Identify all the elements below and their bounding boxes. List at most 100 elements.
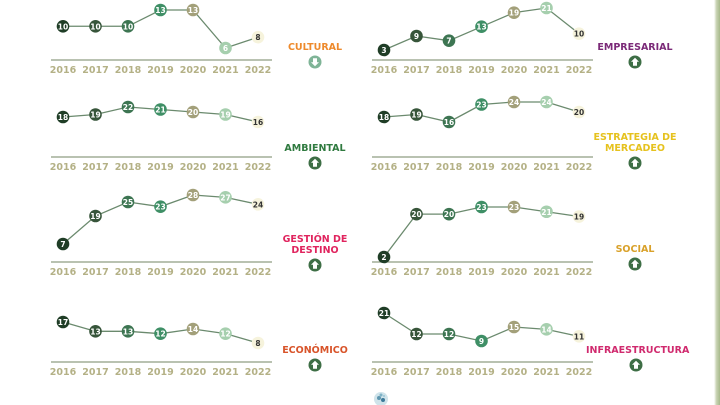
data-point	[121, 195, 135, 209]
data-point	[219, 108, 232, 121]
data-point	[475, 20, 488, 33]
data-point	[442, 34, 456, 47]
year-tick-label: 2016	[371, 367, 398, 378]
year-tick-label: 2018	[115, 267, 142, 278]
data-point	[251, 336, 265, 350]
arrow-up-icon	[628, 55, 642, 69]
data-point-label: 23	[155, 203, 165, 212]
data-point	[154, 3, 167, 17]
year-tick-label: 2018	[436, 162, 463, 173]
data-point	[507, 320, 521, 334]
data-point-label: 28	[188, 191, 198, 200]
data-point	[540, 205, 553, 219]
data-point-label: 16	[253, 118, 263, 127]
year-tick-label: 2020	[501, 367, 528, 378]
year-tick-label: 2016	[371, 162, 398, 173]
data-point	[186, 105, 200, 119]
year-tick-label: 2021	[212, 162, 238, 173]
year-tick-label: 2021	[533, 367, 559, 378]
arrow-up-icon	[629, 358, 643, 372]
year-tick-label: 2018	[115, 162, 142, 173]
data-point-label: 10	[58, 22, 68, 31]
data-point	[89, 325, 102, 338]
data-point	[475, 200, 488, 214]
data-point-label: 12	[444, 330, 454, 339]
year-tick-label: 2018	[436, 65, 463, 76]
data-point-label: 10	[123, 22, 133, 31]
year-tick-label: 2018	[436, 267, 463, 278]
data-point	[154, 327, 167, 340]
data-point-label: 27	[220, 193, 230, 202]
data-point-label: 9	[479, 337, 484, 346]
data-point-label: 13	[155, 6, 165, 15]
year-tick-label: 2019	[468, 65, 494, 76]
category-label: INFRAESTRUCTURA	[586, 345, 690, 356]
data-point	[56, 315, 70, 329]
year-tick-label: 2020	[180, 367, 207, 378]
data-point	[186, 3, 200, 17]
data-point	[377, 250, 391, 264]
year-tick-label: 2022	[245, 162, 271, 173]
year-tick-label: 2021	[212, 267, 238, 278]
data-point	[410, 108, 423, 121]
data-point-label: 3	[381, 46, 386, 55]
year-tick-label: 2019	[147, 65, 173, 76]
data-point-label: 21	[155, 106, 165, 115]
data-point-label: 20	[188, 108, 198, 117]
data-point-label: 19	[90, 111, 100, 120]
year-tick-label: 2016	[50, 267, 77, 278]
data-point	[121, 325, 135, 338]
label-economico: ECONÓMICO	[272, 345, 358, 372]
year-tick-label: 2022	[245, 367, 271, 378]
data-point	[410, 327, 423, 341]
data-point-label: 21	[379, 309, 389, 318]
label-social: SOCIAL	[592, 244, 678, 271]
arrow-up-icon	[628, 156, 642, 170]
year-tick-label: 2018	[115, 367, 142, 378]
year-tick-label: 2016	[371, 65, 398, 76]
arrow-up-icon	[308, 156, 322, 170]
data-point-label: 9	[414, 32, 419, 41]
data-point-label: 19	[411, 111, 421, 120]
data-point-label: 10	[574, 30, 584, 39]
year-tick-label: 2019	[468, 367, 494, 378]
chart-panel-cultural: 2016 2017 2018 2019 2020 2021 2022 10 10 10 13 13 6 8	[0, 0, 720, 80]
data-point-label: 6	[223, 44, 228, 53]
data-point	[89, 19, 102, 33]
data-point-label: 18	[58, 113, 68, 122]
data-point	[219, 191, 232, 204]
data-point	[251, 115, 265, 129]
data-point	[540, 1, 553, 15]
data-point	[507, 6, 521, 19]
label-gestion-destino: GESTIÓN DE DESTINO	[272, 234, 358, 272]
data-point-label: 10	[90, 22, 100, 31]
year-tick-label: 2020	[180, 65, 207, 76]
data-point	[540, 323, 553, 336]
year-tick-label: 2021	[533, 267, 559, 278]
data-point-label: 19	[509, 9, 519, 18]
year-tick-label: 2021	[212, 65, 238, 76]
data-point	[410, 207, 423, 221]
year-tick-label: 2016	[50, 162, 77, 173]
year-tick-label: 2017	[82, 367, 108, 378]
data-point-label: 24	[509, 98, 519, 107]
year-tick-label: 2018	[115, 65, 142, 76]
data-point	[442, 327, 456, 341]
category-label: SOCIAL	[615, 244, 655, 255]
data-point	[154, 103, 167, 116]
year-tick-label: 2017	[82, 162, 108, 173]
data-point	[219, 41, 232, 55]
data-point	[251, 198, 265, 211]
category-label: EMPRESARIAL	[597, 42, 673, 53]
data-point-label: 7	[60, 240, 65, 249]
data-point	[507, 95, 521, 109]
year-tick-label: 2022	[566, 267, 592, 278]
data-point	[56, 110, 70, 124]
data-point-label: 20	[411, 210, 421, 219]
year-tick-label: 2019	[147, 367, 173, 378]
data-point	[442, 115, 456, 129]
